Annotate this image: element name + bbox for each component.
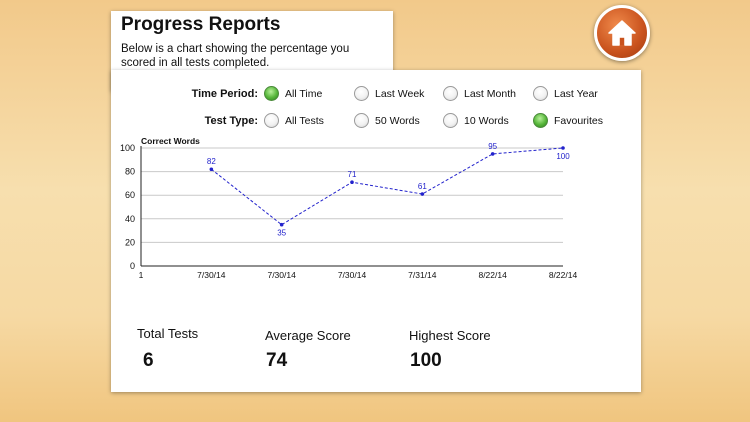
radio-last-year[interactable]: [533, 86, 548, 101]
data-point: [420, 192, 425, 196]
data-label: 61: [418, 182, 427, 191]
radio-all-time[interactable]: [264, 86, 279, 101]
test-type-label: Test Type:: [204, 115, 258, 127]
report-card: [111, 70, 641, 392]
y-tick-label: 0: [130, 261, 135, 271]
time-period-label: Time Period:: [191, 88, 258, 100]
page-subtitle: Below is a chart showing the percentage …: [121, 43, 350, 69]
x-tick-label: 7/30/14: [338, 270, 367, 280]
test-type-option-10-words[interactable]: 10 Words: [443, 113, 509, 128]
data-point: [350, 180, 354, 185]
data-point: [490, 152, 495, 156]
x-tick-label: 8/22/14: [478, 270, 507, 280]
series-line: [211, 147, 564, 226]
data-label: 35: [277, 229, 286, 238]
radio-favourites[interactable]: [533, 113, 548, 128]
data-point: [561, 146, 565, 150]
test-type-option-50-words[interactable]: 50 Words: [354, 113, 420, 128]
y-tick-label: 80: [125, 167, 135, 177]
radio-all-tests[interactable]: [264, 113, 279, 128]
data-label: 82: [207, 157, 216, 166]
option-label: Last Month: [464, 87, 516, 100]
option-label: 50 Words: [375, 114, 420, 127]
x-tick-label: 1: [139, 270, 144, 280]
data-label: 95: [488, 142, 497, 151]
x-tick-label: 7/31/14: [408, 270, 437, 280]
time-period-option-all-time[interactable]: All Time: [264, 86, 322, 101]
highest-score-label: Highest Score: [409, 328, 491, 343]
radio-50-words[interactable]: [354, 113, 369, 128]
test-type-option-all-tests[interactable]: All Tests: [264, 113, 324, 128]
total-tests-label: Total Tests: [137, 326, 199, 341]
data-point: [209, 167, 214, 172]
average-score-label: Average Score: [265, 328, 351, 343]
data-label: 71: [348, 170, 357, 179]
radio-10-words[interactable]: [443, 113, 458, 128]
data-point: [279, 222, 284, 227]
x-tick-label: 7/30/14: [267, 270, 296, 280]
data-label: 100: [556, 152, 570, 161]
test-type-option-favourites[interactable]: Favourites: [533, 113, 603, 128]
option-label: 10 Words: [464, 114, 509, 127]
x-tick-label: 8/22/14: [549, 270, 578, 280]
y-tick-label: 60: [125, 190, 135, 200]
option-label: Last Year: [554, 87, 598, 100]
y-tick-label: 40: [125, 214, 135, 224]
progress-chart: Correct Words 0 20 40 60 80 100 1 7/30/14 7/30/1…: [120, 136, 578, 280]
y-tick-label: 20: [125, 237, 135, 247]
option-label: Favourites: [554, 114, 604, 127]
highest-score-value: 100: [410, 350, 442, 371]
time-period-option-last-month[interactable]: Last Month: [443, 86, 516, 101]
radio-last-month[interactable]: [443, 86, 458, 101]
average-score-value: 74: [266, 350, 288, 371]
home-icon: [608, 20, 636, 46]
option-label: All Time: [285, 87, 323, 100]
x-tick-label: 7/30/14: [197, 270, 226, 280]
radio-last-week[interactable]: [354, 86, 369, 101]
page-title: Progress Reports: [121, 14, 281, 35]
home-button[interactable]: [594, 5, 650, 61]
total-tests-value: 6: [143, 350, 154, 371]
time-period-option-last-year[interactable]: Last Year: [533, 86, 598, 101]
time-period-option-last-week[interactable]: Last Week: [354, 86, 424, 101]
y-tick-label: 100: [120, 143, 135, 153]
option-label: All Tests: [285, 114, 324, 127]
option-label: Last Week: [375, 87, 425, 100]
y-axis-label: Correct Words: [141, 136, 200, 146]
